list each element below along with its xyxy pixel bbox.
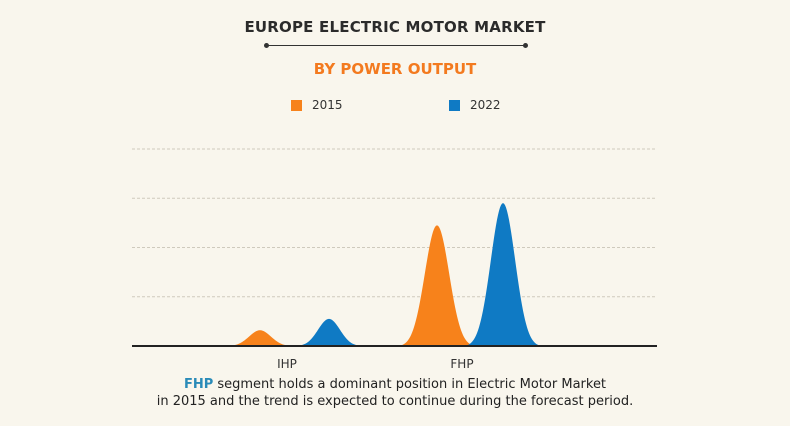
title-divider xyxy=(264,43,528,48)
legend-swatch-2022 xyxy=(449,99,460,111)
peak-ihp-2015 xyxy=(224,330,296,346)
caption-line1: segment holds a dominant position in Ele… xyxy=(213,377,607,392)
caption-line2: in 2015 and the trend is expected to con… xyxy=(156,394,634,409)
legend-swatch-2015 xyxy=(291,99,302,111)
x-tick-label-ihp: IHP xyxy=(277,357,297,371)
x-tick-label-fhp: FHP xyxy=(450,357,473,371)
peak-fhp-2022 xyxy=(463,203,543,346)
chart-title: EUROPE ELECTRIC MOTOR MARKET xyxy=(244,18,546,36)
legend-item-2022: 2022 xyxy=(449,98,501,112)
legend-label-2015: 2015 xyxy=(312,98,343,112)
peak-ihp-2022 xyxy=(293,318,365,346)
caption-highlight: FHP xyxy=(183,377,214,392)
chart-subtitle: BY POWER OUTPUT xyxy=(313,60,477,78)
legend-item-2015: 2015 xyxy=(291,98,343,112)
peak-fhp-2015 xyxy=(397,225,477,346)
legend-label-2022: 2022 xyxy=(470,98,501,112)
caption: FHP segment holds a dominant position in… xyxy=(0,376,790,410)
